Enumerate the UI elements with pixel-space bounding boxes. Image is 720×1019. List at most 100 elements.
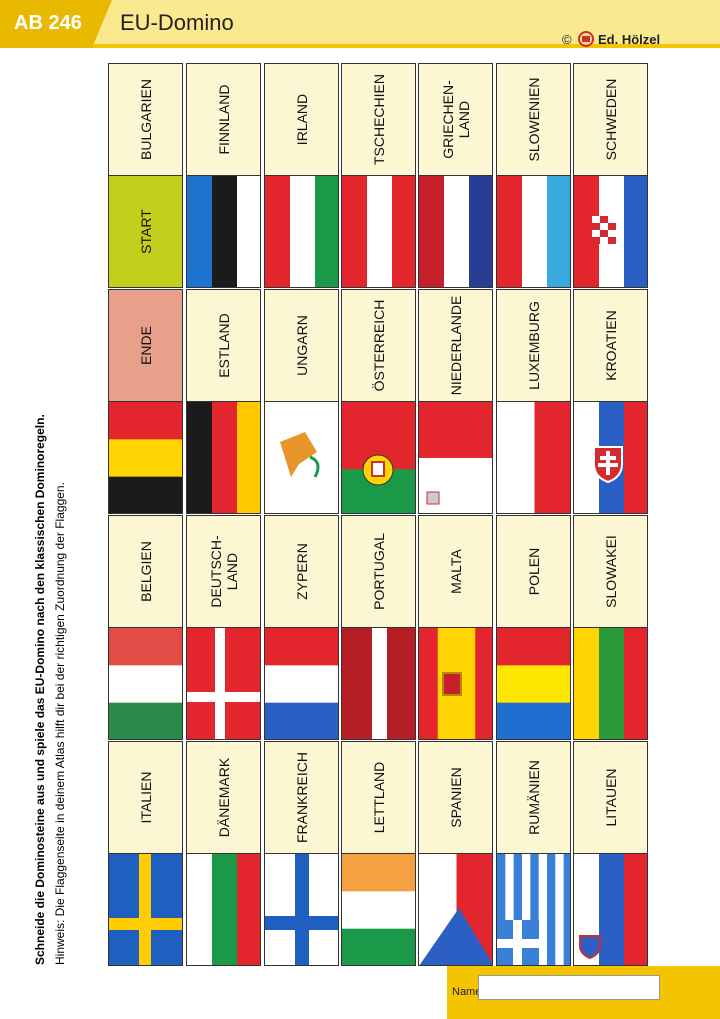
domino: BULGARIEN START: [108, 63, 183, 288]
flag: [187, 402, 260, 513]
domino: ESTLAND: [186, 289, 261, 514]
domino: POLEN: [496, 515, 571, 740]
domino-flag-half: [342, 628, 415, 739]
domino: FINNLAND: [186, 63, 261, 288]
instructions: Schneide die Dominosteine aus und spiele…: [30, 365, 70, 965]
flag: [497, 854, 570, 965]
domino-label-half: ESTLAND: [187, 290, 260, 402]
domino-flag-half: [419, 854, 492, 965]
flag-stripe: [475, 628, 492, 739]
domino-flag-half: [265, 402, 338, 513]
country-name: IRLAND: [293, 93, 310, 146]
name-field[interactable]: [478, 975, 660, 1000]
country-name: SCHWEDEN: [602, 78, 619, 161]
domino-label-half: ITALIEN: [109, 742, 182, 854]
flag-emblem: [592, 216, 616, 244]
domino-flag-half: [265, 176, 338, 287]
flag-stripe: [290, 176, 316, 287]
flag-stripe: [372, 628, 388, 739]
country-name: ÖSTERREICH: [370, 299, 387, 392]
flag-stripe: [237, 854, 260, 965]
country-name: ITALIEN: [137, 771, 154, 824]
flag-stripe: [237, 176, 260, 287]
domino-label-half: SLOWENIEN: [497, 64, 570, 176]
domino: MALTA: [418, 515, 493, 740]
domino-label-half: ÖSTERREICH: [342, 290, 415, 402]
flag-emblem: [265, 854, 338, 965]
sheet-number: AB 246: [14, 12, 82, 34]
flag-stripe: [624, 402, 647, 513]
domino: SLOWENIEN: [496, 63, 571, 288]
flag-stripe: [555, 854, 565, 965]
flag-stripe: [574, 628, 600, 739]
domino: ITALIEN: [108, 741, 183, 966]
country-name: BULGARIEN: [137, 79, 154, 160]
domino-flag-half: [342, 176, 415, 287]
flag-stripe: [419, 458, 492, 513]
flag-stripe: [563, 854, 570, 965]
country-name: ESTLAND: [215, 313, 232, 378]
domino: SCHWEDEN: [573, 63, 648, 288]
domino-flag-half: [574, 176, 647, 287]
flag: [342, 854, 415, 965]
flag-stripe: [534, 402, 570, 513]
publisher: Ed. Hölzel: [598, 32, 661, 47]
flag: [265, 628, 338, 739]
flag-stripe: [387, 628, 415, 739]
domino-flag-half: [187, 402, 260, 513]
domino-flag-half: [497, 176, 570, 287]
country-name: MALTA: [447, 549, 464, 594]
flag-stripe: [547, 176, 570, 287]
flag-stripe: [342, 928, 415, 965]
flag-stripe: [497, 628, 570, 666]
country-name: LITAUEN: [602, 768, 619, 827]
flag-stripe: [342, 628, 373, 739]
domino-flag-half: [265, 628, 338, 739]
flag-emblem: [419, 908, 492, 965]
domino-label-half: DEUTSCH- LAND: [187, 516, 260, 628]
flag: [109, 402, 182, 513]
flag-stripe: [522, 854, 531, 965]
country-name: LUXEMBURG: [525, 301, 542, 390]
flag-stripe: [419, 176, 445, 287]
domino-flag-half: [497, 402, 570, 513]
flag-stripe: [265, 702, 338, 739]
flag-stripe: [505, 854, 515, 965]
flag-stripe: [624, 628, 647, 739]
flag-stripe: [109, 402, 182, 440]
domino-flag-half: [419, 402, 492, 513]
flag-stripe: [624, 854, 647, 965]
domino: LETTLAND: [341, 741, 416, 966]
country-name: NIEDERLANDE: [447, 295, 464, 396]
flag-stripe: [187, 176, 213, 287]
flag-stripe: [497, 665, 570, 704]
domino: ENDE: [108, 289, 183, 514]
flag: [109, 854, 182, 965]
flag-emblem: [497, 920, 539, 965]
domino-flag-half: [419, 176, 492, 287]
flag: [419, 628, 492, 739]
title: EU-Domino: [120, 10, 234, 35]
country-name: UNGARN: [293, 315, 310, 376]
domino-label-half: POLEN: [497, 516, 570, 628]
instruction: Schneide die Dominosteine aus und spiele…: [33, 414, 47, 965]
flag-stripe: [497, 176, 523, 287]
domino: BELGIEN: [108, 515, 183, 740]
flag-stripe: [212, 854, 238, 965]
flag-emblem: [593, 446, 623, 484]
country-name: DÄNEMARK: [215, 757, 232, 838]
flag-stripe: [187, 854, 213, 965]
flag: [497, 402, 570, 513]
flag-stripe: [109, 702, 182, 739]
country-name: PORTUGAL: [370, 533, 387, 610]
flag-stripe: [109, 439, 182, 478]
flag-stripe: [342, 854, 415, 892]
domino-label-half: ZYPERN: [265, 516, 338, 628]
domino-flag-half: [109, 402, 182, 513]
flag: [419, 402, 492, 513]
flag-stripe: [419, 628, 439, 739]
flag-emblem: [579, 935, 601, 960]
domino-label-half: KROATIEN: [574, 290, 647, 402]
country-name: ENDE: [137, 326, 154, 365]
